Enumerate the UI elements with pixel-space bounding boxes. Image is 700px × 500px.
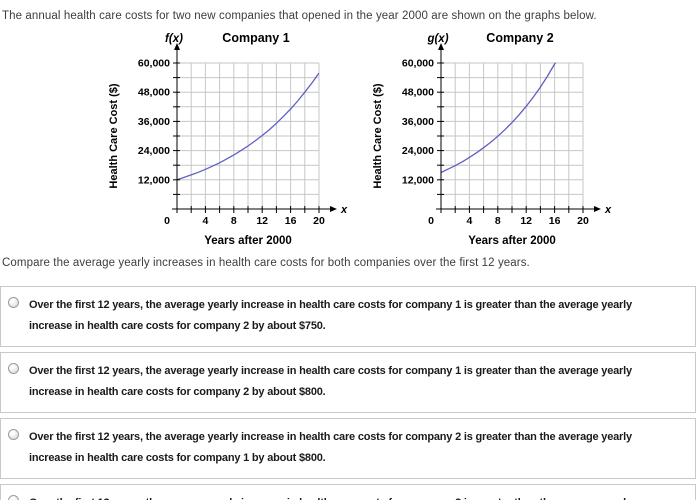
option-label: Over the first 12 years, the average yea… xyxy=(29,431,632,464)
company1-chart-svg: 0 4 8 12 16 20 12,000 24,000 36,000 48,000 60,000 f… xyxy=(108,31,348,247)
svg-text:Health Care Cost ($): Health Care Cost ($) xyxy=(372,83,384,188)
company1-graph: 0 4 8 12 16 20 12,000 24,000 36,000 48,000 60,000 f… xyxy=(87,27,349,249)
svg-text:24,000: 24,000 xyxy=(402,145,434,157)
company2-chart-svg: 0 4 8 12 16 20 12,000 24,000 36,000 48,000 60,000 g… xyxy=(372,31,612,247)
svg-text:Company 1: Company 1 xyxy=(222,31,289,45)
radio-button[interactable] xyxy=(8,363,19,374)
svg-text:g(x): g(x) xyxy=(426,33,448,45)
question-prompt: Compare the average yearly increases in … xyxy=(2,257,530,269)
svg-text:Company 2: Company 2 xyxy=(486,31,553,45)
svg-text:20: 20 xyxy=(313,215,325,227)
answer-option-4[interactable]: Over the first 12 years, the average yea… xyxy=(0,484,696,500)
answer-option-3[interactable]: Over the first 12 years, the average yea… xyxy=(0,418,696,479)
svg-text:0: 0 xyxy=(164,215,170,227)
answer-option-2[interactable]: Over the first 12 years, the average yea… xyxy=(0,352,696,413)
svg-text:12: 12 xyxy=(520,215,532,227)
svg-text:36,000: 36,000 xyxy=(138,116,170,128)
svg-text:12: 12 xyxy=(256,215,268,227)
svg-text:16: 16 xyxy=(285,215,297,227)
svg-text:12,000: 12,000 xyxy=(138,174,170,186)
svg-text:60,000: 60,000 xyxy=(138,58,170,70)
svg-text:20: 20 xyxy=(577,215,589,227)
svg-text:4: 4 xyxy=(466,215,472,227)
svg-text:48,000: 48,000 xyxy=(138,87,170,99)
svg-text:36,000: 36,000 xyxy=(402,116,434,128)
answer-option-1[interactable]: Over the first 12 years, the average yea… xyxy=(0,286,696,347)
question-intro: The annual health care costs for two new… xyxy=(2,10,597,22)
svg-text:16: 16 xyxy=(549,215,561,227)
svg-text:24,000: 24,000 xyxy=(138,145,170,157)
option-label: Over the first 12 years, the average yea… xyxy=(29,365,632,398)
option-label: Over the first 12 years, the average yea… xyxy=(29,299,632,332)
svg-text:8: 8 xyxy=(495,215,501,227)
radio-button[interactable] xyxy=(8,297,19,308)
graphs-row: 0 4 8 12 16 20 12,000 24,000 36,000 48,000 60,000 f… xyxy=(0,27,700,249)
radio-button[interactable] xyxy=(8,429,19,440)
svg-text:f(x): f(x) xyxy=(165,33,183,45)
svg-text:x: x xyxy=(340,204,348,216)
svg-text:Health Care Cost ($): Health Care Cost ($) xyxy=(108,83,120,188)
svg-text:12,000: 12,000 xyxy=(402,174,434,186)
svg-text:Years after 2000: Years after 2000 xyxy=(468,235,556,247)
svg-text:x: x xyxy=(604,204,612,216)
svg-text:60,000: 60,000 xyxy=(402,58,434,70)
svg-text:4: 4 xyxy=(202,215,208,227)
answer-options: Over the first 12 years, the average yea… xyxy=(0,286,696,500)
svg-text:48,000: 48,000 xyxy=(402,87,434,99)
radio-button[interactable] xyxy=(8,495,19,500)
company2-graph: 0 4 8 12 16 20 12,000 24,000 36,000 48,000 60,000 g… xyxy=(351,27,613,249)
option-label: Over the first 12 years, the average yea… xyxy=(29,493,633,500)
svg-text:8: 8 xyxy=(231,215,237,227)
svg-text:0: 0 xyxy=(428,215,434,227)
svg-text:Years after 2000: Years after 2000 xyxy=(204,235,292,247)
